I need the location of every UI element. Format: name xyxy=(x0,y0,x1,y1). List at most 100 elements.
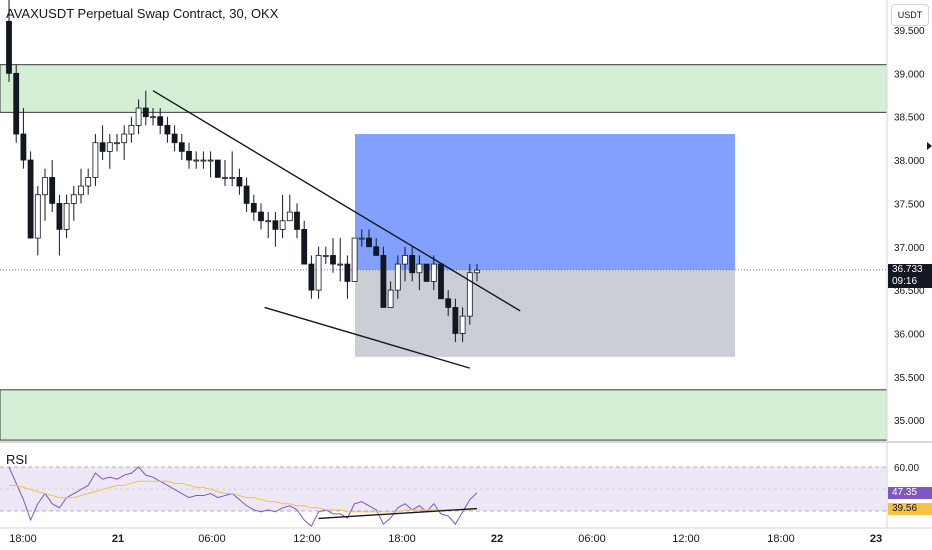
candle-body xyxy=(178,142,185,152)
candle-body xyxy=(358,237,365,240)
candle-body xyxy=(20,133,27,161)
rsi-tick-label: 60.00 xyxy=(894,463,919,474)
candle-body xyxy=(279,220,286,230)
y-tick-label: 36.500 xyxy=(894,286,925,297)
x-tick-label: 22 xyxy=(491,533,503,545)
candle-body xyxy=(409,255,416,274)
axis-marker-icon xyxy=(927,142,932,150)
candle-body xyxy=(459,315,466,334)
candle-body xyxy=(85,176,92,187)
candle-body xyxy=(351,237,358,282)
y-tick-label: 37.000 xyxy=(894,243,925,254)
candle-body xyxy=(243,185,250,204)
candle-body xyxy=(13,72,20,135)
y-tick-label: 39.000 xyxy=(894,69,925,80)
candle-body xyxy=(301,229,308,265)
candle-body xyxy=(373,246,380,256)
candle-body xyxy=(78,185,84,196)
candle-body xyxy=(193,159,200,162)
candle-body xyxy=(214,159,221,178)
current-price-tag: 36.733 xyxy=(888,263,932,276)
candle-body xyxy=(229,176,236,179)
y-tick-label: 39.500 xyxy=(894,26,925,37)
support-resistance-zone xyxy=(0,389,888,441)
candle-body xyxy=(56,202,63,230)
candle-body xyxy=(265,220,272,223)
candle-body xyxy=(416,263,423,274)
rsi-label: RSI xyxy=(6,452,28,467)
x-tick-label: 18:00 xyxy=(388,533,416,545)
candle-body xyxy=(366,237,372,248)
candle-body xyxy=(423,263,430,282)
candle-body xyxy=(258,211,264,222)
candle-body xyxy=(438,263,444,300)
stop-zone xyxy=(355,269,735,357)
candle-body xyxy=(272,220,279,230)
x-tick-label: 21 xyxy=(112,533,124,545)
candle-body xyxy=(164,124,171,135)
candle-body xyxy=(200,159,207,162)
candle-body xyxy=(157,116,164,126)
x-tick-label: 18:00 xyxy=(9,533,37,545)
candle-body xyxy=(186,150,192,161)
candle-body xyxy=(150,116,156,119)
candle-body xyxy=(394,263,401,291)
x-tick-label: 12:00 xyxy=(672,533,700,545)
candle-body xyxy=(142,107,149,118)
candle-body xyxy=(92,142,99,178)
x-tick-label: 12:00 xyxy=(293,533,321,545)
x-tick-label: 06:00 xyxy=(578,533,606,545)
candle-body xyxy=(344,263,351,282)
candle-body xyxy=(380,255,387,308)
candle-body xyxy=(222,176,228,179)
candle-body xyxy=(128,124,135,135)
chart-title: AVAXUSDT Perpetual Swap Contract, 30, OK… xyxy=(6,6,279,21)
candle-body xyxy=(63,202,70,230)
candle-body xyxy=(330,255,336,265)
candle-body xyxy=(474,269,480,274)
support-resistance-zone xyxy=(0,64,888,113)
trendline xyxy=(152,90,521,312)
candle-body xyxy=(430,263,437,282)
candle-body xyxy=(70,194,77,204)
rsi-value-tag: 47.35 xyxy=(888,486,932,499)
candle-body xyxy=(207,159,214,162)
candle-body xyxy=(445,298,452,308)
rsi-trendline xyxy=(318,507,478,520)
candle-body xyxy=(308,263,315,291)
countdown-tag: 09:16 xyxy=(888,275,932,288)
y-tick-label: 36.000 xyxy=(894,329,925,340)
candle-body xyxy=(49,176,56,204)
candle-body xyxy=(337,263,344,266)
candle-body xyxy=(315,255,322,291)
candle-body xyxy=(171,133,178,144)
candle-body xyxy=(121,133,128,144)
candle-body xyxy=(286,211,293,222)
target-zone xyxy=(355,134,735,270)
currency-unit-button[interactable]: USDT xyxy=(891,4,929,26)
candle-body xyxy=(294,211,300,230)
candle-body xyxy=(106,142,113,152)
x-tick-label: 23 xyxy=(870,533,882,545)
y-tick-label: 38.500 xyxy=(894,113,925,124)
candle-body xyxy=(27,159,34,239)
y-tick-label: 35.000 xyxy=(894,416,925,427)
candle-body xyxy=(236,176,243,187)
candle-body xyxy=(402,255,408,265)
candle-body xyxy=(452,307,459,334)
trendline xyxy=(264,306,470,369)
candle-body xyxy=(387,289,394,308)
candle-body xyxy=(6,20,12,74)
y-tick-label: 35.500 xyxy=(894,373,925,384)
candle-body xyxy=(135,107,142,126)
candle-body xyxy=(99,142,106,152)
candle-body xyxy=(250,202,257,213)
y-tick-label: 38.000 xyxy=(894,156,925,167)
candle-body xyxy=(114,142,120,145)
candle-body xyxy=(34,194,41,239)
candle-body xyxy=(42,176,48,196)
candle-body xyxy=(466,272,473,317)
rsi-line xyxy=(8,466,478,527)
x-tick-label: 06:00 xyxy=(198,533,226,545)
